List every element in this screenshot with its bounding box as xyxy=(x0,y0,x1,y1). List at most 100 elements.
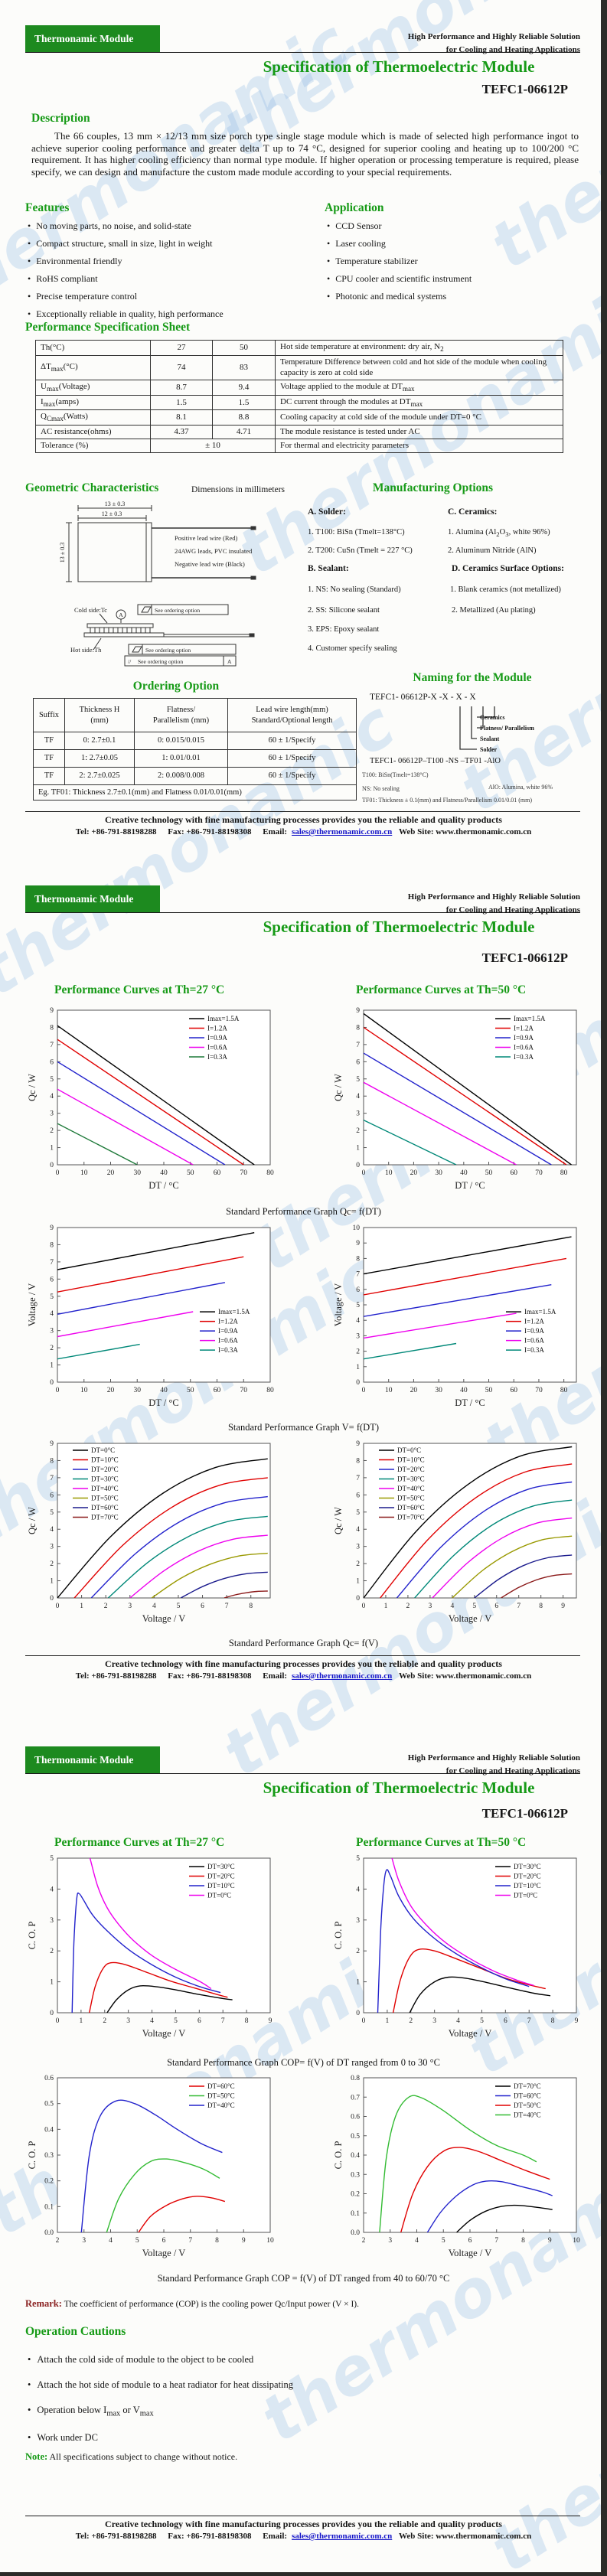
svg-text:DT=30°C: DT=30°C xyxy=(207,1863,235,1870)
svg-text:6: 6 xyxy=(201,1603,204,1610)
svg-text:3: 3 xyxy=(356,1544,360,1551)
svg-text:8: 8 xyxy=(249,1603,253,1610)
application-item: CPU cooler and scientific instrument xyxy=(327,273,472,285)
svg-text:I=0.9A: I=0.9A xyxy=(218,1327,238,1335)
svg-text:10: 10 xyxy=(385,1387,393,1394)
svg-text:2: 2 xyxy=(50,1127,54,1135)
remark-text: The coefficient of performance (COP) is … xyxy=(64,2300,360,2309)
svg-text:8: 8 xyxy=(539,1603,543,1610)
flatness-callout-box xyxy=(128,644,237,655)
svg-text:5: 5 xyxy=(356,1302,360,1309)
spec-value: 27 xyxy=(150,340,213,356)
naming-label-sealant: Sealant xyxy=(480,735,500,742)
footer-email-link[interactable]: sales@thermonamic.com.cn xyxy=(292,1671,393,1681)
svg-text:30: 30 xyxy=(435,1169,442,1177)
svg-text:3: 3 xyxy=(50,1544,54,1551)
svg-text:5: 5 xyxy=(177,1603,181,1610)
svg-text:6: 6 xyxy=(356,1058,360,1066)
ceramics-surface-option: 2. Metallized (Au plating) xyxy=(452,606,536,615)
svg-text:50: 50 xyxy=(187,1387,194,1394)
svg-text:DT=0°C: DT=0°C xyxy=(514,1892,537,1899)
scan-edge-right xyxy=(601,0,607,2576)
model-number: TEFC1-06612P xyxy=(481,1806,568,1821)
naming-label-solder: Solder xyxy=(480,746,498,753)
svg-text:0: 0 xyxy=(356,1162,360,1169)
application-item: Laser cooling xyxy=(327,238,472,249)
chart-caption: Standard Performance Graph Qc= f(DT) xyxy=(226,1206,381,1217)
svg-text:DT=30°C: DT=30°C xyxy=(514,1863,541,1870)
svg-text:60: 60 xyxy=(214,1169,221,1177)
spec-value: 9.4 xyxy=(212,380,276,396)
svg-text:I=0.6A: I=0.6A xyxy=(207,1044,227,1052)
ordering-header: Suffix xyxy=(33,698,65,732)
caution-item: Work under DC xyxy=(28,2432,293,2444)
ordering-heading: Ordering Option xyxy=(132,680,220,693)
svg-text:3: 3 xyxy=(126,2017,130,2025)
svg-text:2: 2 xyxy=(56,2237,60,2245)
ordering-cell: 0: 0.015/0.015 xyxy=(134,732,228,750)
svg-text:2: 2 xyxy=(406,1603,410,1610)
svg-text:4: 4 xyxy=(150,2017,154,2025)
svg-text:DT=70°C: DT=70°C xyxy=(91,1514,119,1521)
ordering-example: Eg. TF01: Thickness 2.7±0.1(mm) and Flat… xyxy=(33,784,357,801)
ordering-cell: 1: 0.01/0.01 xyxy=(134,749,228,768)
model-number: TEFC1-06612P xyxy=(481,951,568,965)
svg-text:9: 9 xyxy=(561,1603,565,1610)
see-ordering-option-label: See ordering option xyxy=(145,647,191,654)
svg-text:4: 4 xyxy=(456,2017,460,2025)
footer-email-link[interactable]: sales@thermonamic.com.cn xyxy=(292,827,393,836)
spec-desc: DC current through the modules at DTmax xyxy=(275,394,563,411)
naming-label-ceramics: Ceramics xyxy=(480,714,504,721)
footer-slogan: Creative technology with fine manufactur… xyxy=(105,2519,502,2529)
svg-text:5: 5 xyxy=(50,1076,54,1084)
svg-text:4: 4 xyxy=(450,1603,454,1610)
spec-param: QCmax(Watts) xyxy=(35,409,151,426)
svg-text:DT=40°C: DT=40°C xyxy=(397,1485,425,1492)
feature-item: No moving parts, no noise, and solid-sta… xyxy=(28,220,224,232)
table-row: TF 2: 2.7±0.025 2: 0.008/0.008 60 ± 1/Speci… xyxy=(33,767,357,785)
dim-label-top: 13 ± 0.3 xyxy=(105,501,125,507)
footer-fax: Fax: +86-791-88198308 xyxy=(168,2532,252,2541)
svg-text:6: 6 xyxy=(468,2237,472,2245)
tagline: High Performance and Highly Reliable Sol… xyxy=(351,1752,580,1777)
svg-text:4: 4 xyxy=(356,1093,360,1101)
svg-text:8: 8 xyxy=(551,2017,555,2025)
scan-edge-bottom xyxy=(0,2572,607,2576)
svg-text:0: 0 xyxy=(362,1603,366,1610)
svg-text:10: 10 xyxy=(385,1169,393,1177)
svg-text:6: 6 xyxy=(50,1276,54,1283)
module-top-view xyxy=(77,522,152,582)
chart-caption: Standard Performance Graph Qc= f(V) xyxy=(228,1638,379,1648)
footer-email-link[interactable]: sales@thermonamic.com.cn xyxy=(292,2532,393,2541)
chart-qc-v-27: 0 1 2 3 4 5 6 7 8 0 1 2 3 4 5 6 7 8 9 Voltage / V Qc / W DT=0… xyxy=(27,1436,279,1629)
chart-qc-dt-50: 0 10 20 30 40 50 60 70 80 0 1 2 3 4 5 6 7 8 9 DT / °C Qc / W… xyxy=(333,1003,586,1195)
page-title: Specification of Thermoelectric Module xyxy=(263,918,535,936)
svg-text:DT=10°C: DT=10°C xyxy=(207,1882,235,1890)
svg-text:0.5: 0.5 xyxy=(44,2101,54,2108)
svg-text:1: 1 xyxy=(50,1145,54,1153)
feature-item: Environmental friendly xyxy=(28,256,224,267)
svg-text:7: 7 xyxy=(527,2017,531,2025)
svg-text:40: 40 xyxy=(160,1169,168,1177)
remark: Remark: The coefficient of performance (… xyxy=(25,2298,359,2310)
chart-cop-low-50: 0 1 2 3 4 5 6 7 8 9 0 1 2 3 4 5 Voltage / V C. O. P DT=30°… xyxy=(333,1850,586,2043)
naming-heading: Naming for the Module xyxy=(413,671,532,684)
svg-text:4: 4 xyxy=(356,1526,360,1534)
spec-value: 8.1 xyxy=(150,409,213,426)
chart-caption: Standard Performance Graph V= f(DT) xyxy=(227,1422,380,1433)
svg-text:3: 3 xyxy=(356,1332,360,1340)
svg-text:DT=0°C: DT=0°C xyxy=(397,1446,421,1454)
remark-label: Remark: xyxy=(25,2298,62,2309)
spec-param: Imax(amps) xyxy=(35,394,151,411)
ceramics-heading: C. Ceramics: xyxy=(448,507,498,517)
svg-text:DT=40°C: DT=40°C xyxy=(207,2102,235,2109)
svg-text:7: 7 xyxy=(356,1271,360,1279)
svg-text:0: 0 xyxy=(362,1387,366,1394)
tagline: High Performance and Highly Reliable Sol… xyxy=(351,891,580,916)
svg-text:4: 4 xyxy=(50,1093,54,1101)
svg-text:DT=10°C: DT=10°C xyxy=(397,1456,425,1464)
svg-text:2: 2 xyxy=(50,1560,54,1568)
svg-text:20: 20 xyxy=(410,1169,418,1177)
svg-text:0.0: 0.0 xyxy=(44,2229,54,2237)
tagline-line1: High Performance and Highly Reliable Sol… xyxy=(407,892,580,902)
